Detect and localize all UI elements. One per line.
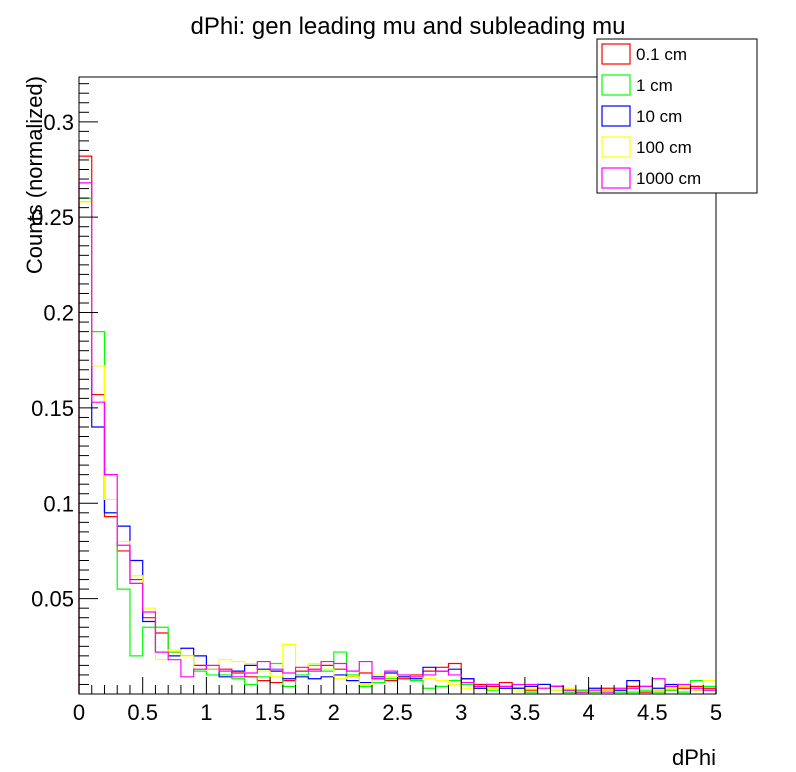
y-tick-label: 0.2 bbox=[43, 301, 74, 326]
x-tick-label: 1 bbox=[200, 700, 212, 725]
series-layer bbox=[78, 155, 717, 694]
series-line-3 bbox=[78, 201, 717, 694]
y-tick-label: 0.25 bbox=[31, 205, 74, 230]
x-tick-label: 2 bbox=[328, 700, 340, 725]
legend-label: 1 cm bbox=[636, 76, 673, 95]
x-axis-label: dPhi bbox=[672, 745, 716, 770]
x-tick-label: 0.5 bbox=[127, 700, 158, 725]
legend-box bbox=[596, 38, 758, 194]
x-tick-label: 5 bbox=[710, 700, 722, 725]
chart-title: dPhi: gen leading mu and subleading mu bbox=[191, 13, 626, 40]
legend: 0.1 cm 1 cm 10 cm 100 cm 1000 cm bbox=[596, 38, 758, 194]
y-axis-label: Counts (normalized) bbox=[22, 76, 47, 274]
y-tick-label: 0.05 bbox=[31, 587, 74, 612]
legend-label: 10 cm bbox=[636, 107, 682, 126]
legend-label: 0.1 cm bbox=[636, 45, 687, 64]
y-tick-label: 0.3 bbox=[43, 110, 74, 135]
legend-swatch bbox=[601, 167, 631, 189]
legend-swatch bbox=[601, 105, 631, 127]
x-tick-label: 0 bbox=[73, 700, 85, 725]
x-tick-label: 4 bbox=[582, 700, 594, 725]
x-tick-label: 3 bbox=[455, 700, 467, 725]
y-tick-labels: 0.05 0.1 0.15 0.2 0.25 0.3 bbox=[31, 110, 74, 612]
y-tick-label: 0.15 bbox=[31, 396, 74, 421]
x-tick-label: 3.5 bbox=[510, 700, 541, 725]
series-line-5 bbox=[78, 182, 717, 694]
x-tick-labels: 0 0.5 1 1.5 2 2.5 3 3.5 4 4.5 5 bbox=[73, 700, 722, 725]
legend-swatch bbox=[601, 43, 631, 65]
legend-label: 100 cm bbox=[636, 138, 692, 157]
series-line-2 bbox=[78, 197, 717, 694]
y-tick-label: 0.1 bbox=[43, 491, 74, 516]
legend-label: 1000 cm bbox=[636, 169, 701, 188]
series-line-1 bbox=[78, 155, 717, 694]
legend-swatch bbox=[601, 74, 631, 96]
axis-ticks bbox=[78, 83, 717, 694]
series-line-4 bbox=[78, 201, 717, 694]
legend-swatch bbox=[601, 136, 631, 158]
x-tick-label: 4.5 bbox=[637, 700, 668, 725]
x-tick-label: 2.5 bbox=[382, 700, 413, 725]
x-tick-label: 1.5 bbox=[255, 700, 286, 725]
